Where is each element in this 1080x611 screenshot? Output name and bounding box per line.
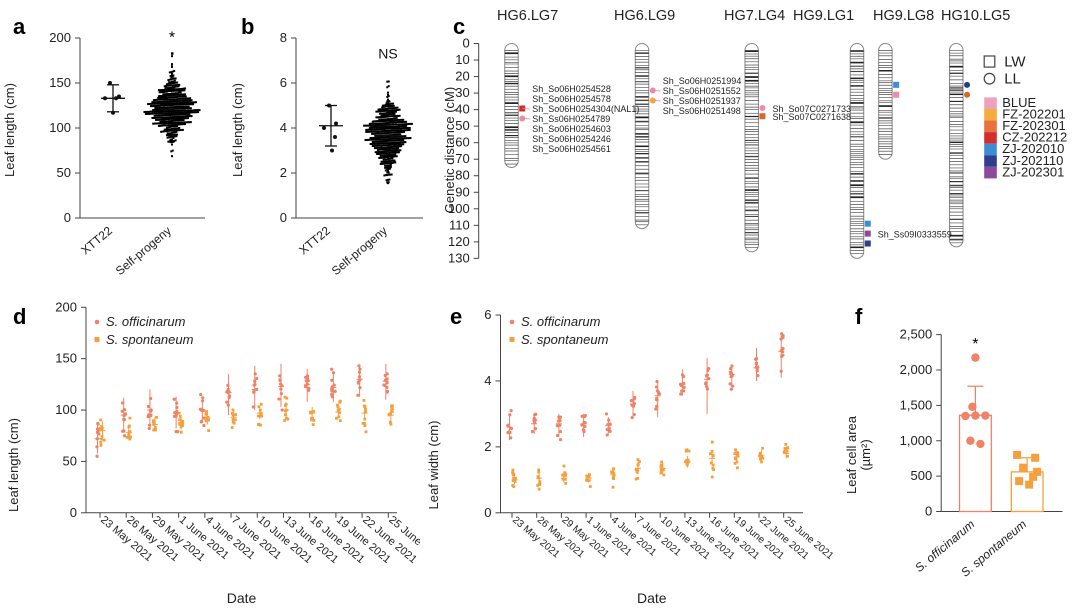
svg-text:200: 200 (55, 299, 77, 314)
svg-text:XTT22: XTT22 (296, 223, 333, 257)
svg-text:150: 150 (55, 351, 77, 366)
svg-text:100: 100 (55, 402, 77, 417)
svg-text:S. officinarum: S. officinarum (521, 314, 601, 329)
svg-text:2,500: 2,500 (900, 327, 933, 342)
svg-text:Sh_Ss06H0251552: Sh_Ss06H0251552 (663, 86, 741, 96)
svg-text:50: 50 (63, 453, 77, 468)
svg-text:HG7.LG4: HG7.LG4 (724, 8, 785, 24)
svg-text:2: 2 (280, 165, 287, 180)
svg-text:Leaf width (cm): Leaf width (cm) (426, 421, 441, 510)
svg-text:Sh_Ss06H0254789: Sh_Ss06H0254789 (532, 114, 610, 124)
svg-text:Sh_So06H0254246: Sh_So06H0254246 (532, 134, 611, 144)
svg-text:0: 0 (70, 505, 77, 520)
svg-text:110: 110 (449, 217, 470, 232)
svg-text:30: 30 (455, 85, 469, 100)
svg-text:6: 6 (280, 75, 287, 90)
svg-text:Date: Date (637, 590, 667, 606)
svg-text:XTT22: XTT22 (78, 223, 115, 257)
svg-text:LW: LW (1004, 54, 1026, 71)
svg-text:Sh_So06H0251994: Sh_So06H0251994 (663, 76, 742, 86)
svg-text:Leaf length (cm): Leaf length (cm) (230, 83, 245, 177)
svg-text:(µm²): (µm²) (858, 439, 873, 470)
svg-text:90: 90 (455, 184, 469, 199)
svg-text:Self-progeny: Self-progeny (113, 224, 174, 278)
svg-text:Sh_Ss09I0333559: Sh_Ss09I0333559 (878, 230, 952, 240)
svg-text:0: 0 (64, 210, 71, 225)
svg-text:Sh_Ss06H0251498: Sh_Ss06H0251498 (663, 106, 741, 116)
svg-text:ZJ-202301: ZJ-202301 (1002, 164, 1064, 179)
svg-text:0: 0 (925, 504, 932, 519)
svg-text:120: 120 (448, 234, 470, 249)
svg-text:70: 70 (455, 151, 469, 166)
svg-text:*: * (972, 336, 978, 353)
svg-text:S. spontaneum: S. spontaneum (106, 332, 194, 347)
svg-text:Sh_Ss06H0251937: Sh_Ss06H0251937 (663, 96, 741, 106)
svg-text:Genetic distance (cM): Genetic distance (cM) (442, 87, 457, 213)
svg-text:6: 6 (484, 307, 491, 322)
svg-text:Sh_So06H0254603: Sh_So06H0254603 (532, 124, 611, 134)
svg-text:500: 500 (910, 468, 932, 483)
svg-text:LL: LL (1004, 71, 1021, 88)
svg-text:80: 80 (455, 168, 469, 183)
svg-text:0: 0 (462, 36, 469, 51)
svg-text:NS: NS (378, 45, 397, 61)
svg-text:20: 20 (455, 69, 469, 84)
svg-text:Sh_So06H0254578: Sh_So06H0254578 (532, 94, 611, 104)
svg-text:2: 2 (484, 439, 491, 454)
svg-text:HG9.LG1: HG9.LG1 (793, 8, 854, 24)
svg-text:Date: Date (227, 590, 257, 606)
svg-text:HG9.LG8: HG9.LG8 (873, 8, 934, 24)
svg-text:4: 4 (484, 373, 491, 388)
svg-text:S. officinarum: S. officinarum (106, 314, 186, 329)
svg-text:HG6.LG7: HG6.LG7 (497, 8, 558, 24)
svg-text:Sh_So06H0254528: Sh_So06H0254528 (532, 84, 611, 94)
svg-text:1,500: 1,500 (900, 397, 933, 412)
svg-text:Self-progeny: Self-progeny (329, 224, 390, 278)
svg-text:Sh_So06H0254561: Sh_So06H0254561 (532, 144, 611, 154)
svg-text:50: 50 (455, 118, 469, 133)
svg-text:4: 4 (280, 120, 287, 135)
svg-text:Leaf cell area: Leaf cell area (844, 415, 859, 494)
svg-text:HG6.LG9: HG6.LG9 (614, 8, 675, 24)
svg-text:40: 40 (455, 102, 469, 117)
svg-text:100: 100 (49, 120, 71, 135)
svg-text:2,000: 2,000 (900, 362, 933, 377)
svg-text:60: 60 (455, 135, 469, 150)
svg-text:0: 0 (280, 210, 287, 225)
svg-text:Leaf length (cm): Leaf length (cm) (2, 83, 17, 177)
svg-text:*: * (169, 30, 175, 47)
svg-text:Leaf length (cm): Leaf length (cm) (6, 418, 21, 512)
svg-text:Sh_So07C0271638: Sh_So07C0271638 (772, 112, 851, 122)
svg-text:50: 50 (57, 165, 71, 180)
svg-text:8: 8 (280, 30, 287, 45)
svg-text:S. spontaneum: S. spontaneum (521, 332, 609, 347)
svg-text:130: 130 (448, 250, 470, 265)
svg-text:1,000: 1,000 (900, 433, 933, 448)
svg-text:Sh_So06H0254304(NAL1): Sh_So06H0254304(NAL1) (532, 104, 639, 114)
svg-text:10: 10 (455, 52, 469, 67)
svg-text:0: 0 (484, 505, 491, 520)
svg-text:150: 150 (49, 75, 71, 90)
svg-text:200: 200 (49, 30, 71, 45)
svg-text:HG10.LG5: HG10.LG5 (941, 8, 1010, 24)
